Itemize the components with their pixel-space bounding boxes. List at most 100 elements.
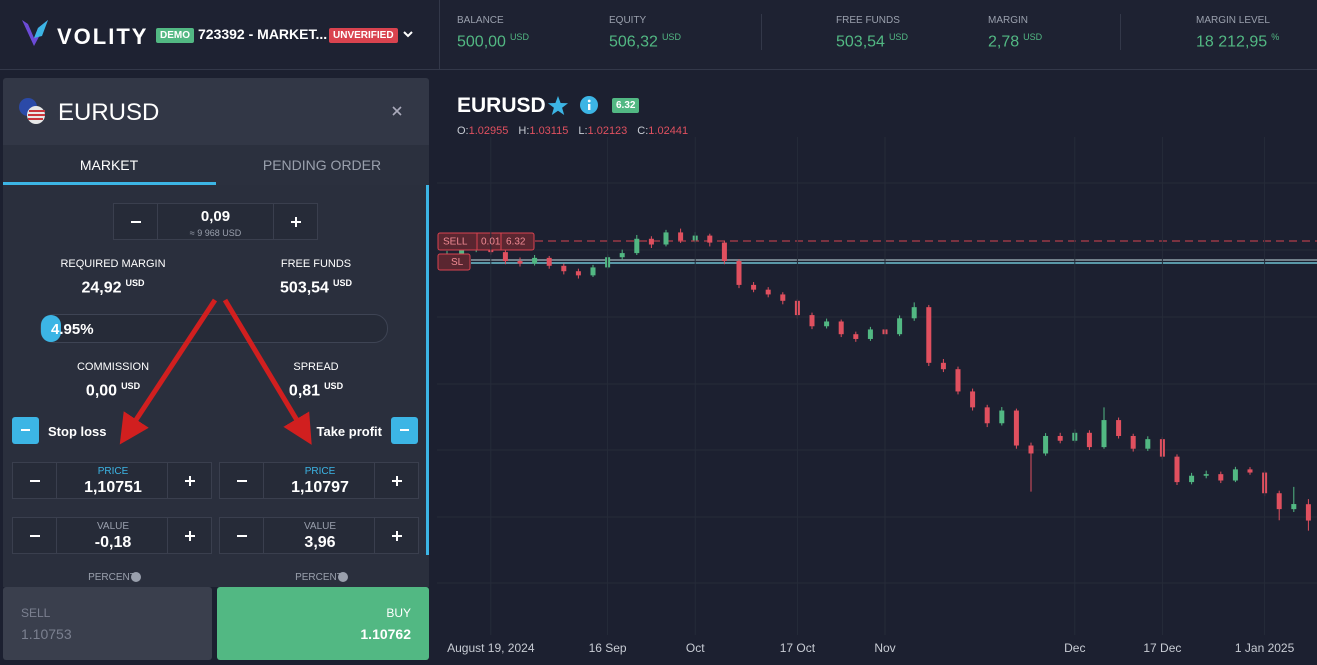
favorite-star[interactable] — [547, 95, 569, 117]
stat-value: 2,78 USD — [988, 32, 1042, 51]
candle-body — [1203, 474, 1209, 476]
take-profit-label: Take profit — [316, 424, 383, 439]
volume[interactable]: 0,09 — [200, 208, 231, 225]
buy-button[interactable]: BUY 1.10762 — [217, 587, 429, 660]
candle-body — [955, 369, 961, 392]
tab-pending[interactable]: PENDING ORDER — [262, 157, 382, 173]
plus-button[interactable] — [374, 463, 418, 499]
ohlc-item: L:1.02123 — [578, 125, 627, 137]
candle-body — [532, 257, 538, 264]
value: 0,81 USD — [288, 381, 344, 400]
candle-body — [1232, 469, 1238, 481]
value-label: VALUE — [303, 521, 337, 532]
candle-body — [1101, 420, 1107, 448]
stat-unit: % — [1271, 32, 1280, 42]
scrollbar[interactable] — [426, 185, 429, 555]
take-profit-toggle[interactable] — [391, 417, 418, 444]
plus-button[interactable] — [167, 463, 211, 499]
stat-label: EQUITY — [609, 15, 647, 26]
candle-body — [1057, 435, 1063, 441]
account[interactable]: 723392 - MARKET... — [198, 26, 328, 42]
progress-bar: 4.95% — [40, 314, 388, 343]
candle-body — [809, 315, 815, 327]
candle-body — [459, 249, 465, 255]
status: UNVERIFIED — [329, 28, 398, 43]
sl-tag[interactable] — [437, 253, 471, 271]
pnl-badge: 6.32 — [612, 98, 640, 113]
ohlc-item: H:1.03115 — [518, 125, 568, 137]
candle-body — [1174, 456, 1180, 483]
minus-button[interactable] — [13, 518, 57, 554]
ohlc-item: O:1.02955 — [457, 125, 508, 137]
candle-body — [1043, 435, 1049, 454]
candle-body — [838, 321, 844, 335]
price[interactable]: 1,10751 — [84, 479, 142, 496]
candle-body — [502, 252, 508, 262]
candle-body — [678, 232, 684, 241]
candle-body — [517, 261, 523, 264]
panel-header: EURUSD — [3, 78, 429, 145]
candle-body — [824, 321, 830, 327]
candle-body — [1305, 504, 1311, 521]
candle-body — [1291, 504, 1297, 510]
x-tick-label: 16 Sep — [589, 641, 627, 655]
price-input: PRICE 1,10797 — [219, 462, 419, 499]
stat-label: FREE FUNDS — [836, 15, 900, 26]
plus-button[interactable] — [167, 518, 211, 554]
minus-button[interactable] — [13, 463, 57, 499]
percent-label: PERCENT — [88, 572, 136, 583]
x-tick-label: Nov — [874, 641, 895, 655]
stat-value: 503,54 USD — [836, 32, 908, 51]
candle-chart: August 19, 2024 16 Sep Oct 17 Oct Nov Dec 17 D… — [437, 137, 1317, 655]
candle-body — [1218, 474, 1224, 481]
candle-body — [926, 307, 932, 363]
value: 503,54 USD — [280, 278, 352, 297]
minus-button[interactable] — [220, 463, 264, 499]
order-tag[interactable] — [437, 232, 535, 251]
plus-button[interactable] — [374, 518, 418, 554]
stop-loss-toggle[interactable] — [12, 417, 39, 444]
candle-body — [736, 261, 742, 285]
stat-number: 506,32 — [609, 33, 658, 51]
stat-unit: USD — [1023, 32, 1043, 42]
stat-unit: USD — [661, 32, 681, 42]
ohlc-label: L: — [578, 125, 588, 137]
chevron[interactable] — [402, 30, 414, 40]
candle-body — [1086, 432, 1092, 448]
candle-body — [1013, 410, 1019, 446]
sell-button[interactable]: SELL 1.10753 — [3, 587, 212, 660]
value-label: VALUE — [96, 521, 130, 532]
value[interactable]: 3,96 — [304, 534, 336, 551]
x-tick-label: 17 Oct — [780, 641, 816, 655]
ohlc-label: H: — [518, 125, 530, 137]
value[interactable]: -0,18 — [94, 534, 132, 551]
plus-button[interactable] — [273, 204, 317, 240]
percent-label: PERCENT — [295, 572, 343, 583]
value: 0,00 USD — [85, 381, 141, 400]
volume-note: ≈ 9 968 USD — [189, 228, 242, 238]
candle-body — [575, 271, 581, 276]
progress-fill — [41, 315, 61, 342]
price[interactable]: 1,10797 — [291, 479, 349, 496]
minus-button[interactable] — [220, 518, 264, 554]
x-tick-label: 1 Jan 2025 — [1235, 641, 1295, 655]
stat-value: 18 212,95% — [1196, 32, 1279, 51]
volume-input: 0,09 ≈ 9 968 USD — [113, 203, 318, 240]
candle-body — [984, 407, 990, 424]
tabs: MARKET PENDING ORDER — [3, 145, 429, 185]
minus-button[interactable] — [114, 204, 158, 240]
label: SPREAD — [293, 361, 339, 373]
buy-price: 1.10762 — [360, 626, 411, 642]
candle-body — [940, 362, 946, 370]
stat-number: 500,00 — [457, 33, 506, 51]
ohlc-value: 1.03115 — [529, 125, 569, 137]
value-input: VALUE -0,18 — [12, 517, 212, 554]
order-pnl: 6.32 — [506, 237, 526, 248]
close-button[interactable] — [391, 105, 403, 117]
value-input: VALUE 3,96 — [219, 517, 419, 554]
tab-market[interactable]: MARKET — [79, 157, 139, 173]
info-icon[interactable] — [580, 96, 598, 114]
candle-body — [970, 391, 976, 408]
candle-body — [765, 289, 771, 295]
x-tick-label: 17 Dec — [1143, 641, 1181, 655]
